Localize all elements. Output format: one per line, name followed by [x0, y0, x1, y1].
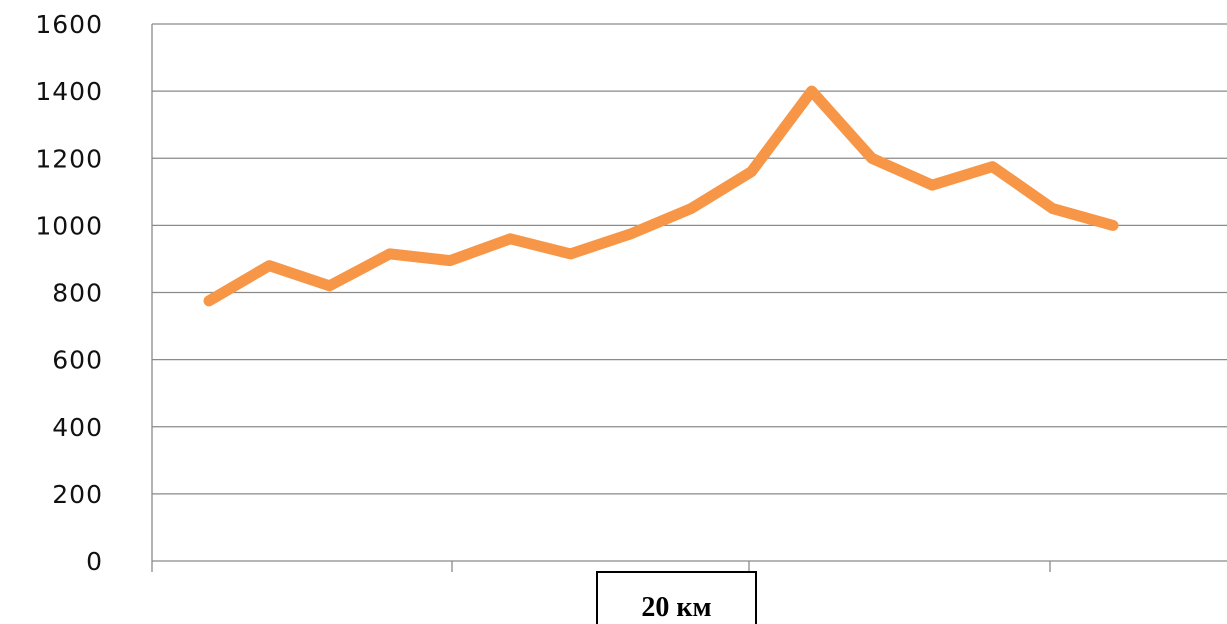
y-tick-label-0: 0 [86, 547, 103, 576]
y-tick-label-1400: 1400 [35, 77, 103, 106]
scale-label-box: 20 км [596, 571, 757, 624]
y-tick-labels: 0 200 400 600 800 1000 1200 1400 1600 [35, 10, 103, 576]
data-point-7 [570, 253, 572, 255]
series-line [203, 85, 1119, 307]
gridlines [152, 23, 1227, 495]
data-point-1 [208, 300, 210, 302]
data-point-12 [871, 157, 873, 159]
y-tick-label-600: 600 [52, 346, 103, 375]
y-tick-label-800: 800 [52, 279, 103, 308]
series-layer [203, 85, 1119, 307]
y-tick-label-200: 200 [52, 480, 103, 509]
data-point-4 [389, 253, 391, 255]
data-point-6 [509, 238, 511, 240]
data-point-9 [690, 208, 692, 210]
data-point-3 [329, 285, 331, 287]
data-point-16 [1112, 224, 1114, 226]
y-tick-label-1200: 1200 [35, 144, 103, 173]
data-point-15 [1052, 208, 1054, 210]
data-point-14 [991, 166, 993, 168]
data-point-2 [268, 265, 270, 267]
y-tick-label-1000: 1000 [35, 211, 103, 240]
data-point-8 [630, 233, 632, 235]
data-point-13 [931, 184, 933, 186]
axes [151, 24, 1227, 572]
data-point-11 [811, 90, 813, 92]
y-tick-label-400: 400 [52, 413, 103, 442]
y-tick-label-1600: 1600 [35, 10, 103, 39]
data-point-5 [449, 260, 451, 262]
data-point-10 [750, 171, 752, 173]
scale-label: 20 км [641, 592, 712, 623]
